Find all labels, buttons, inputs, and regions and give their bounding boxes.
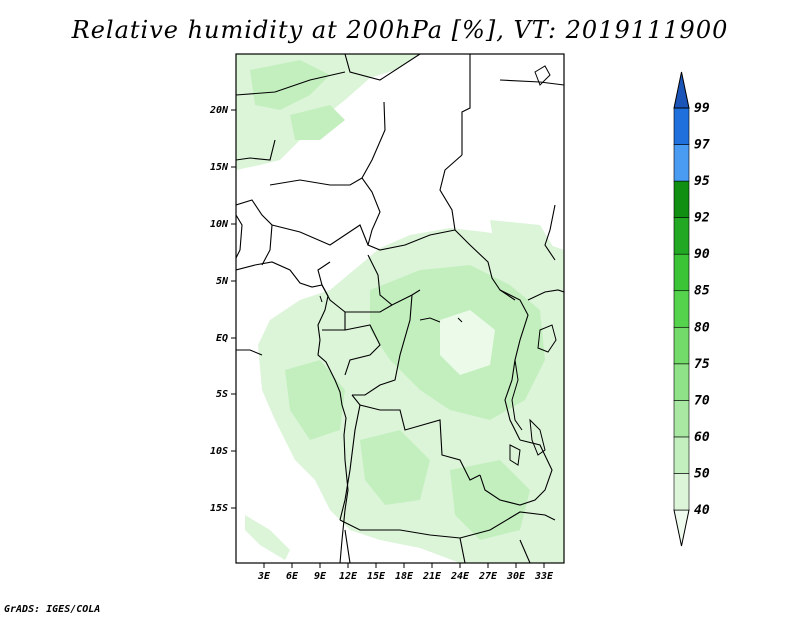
humidity-field [236,54,564,563]
cbar-label-80: 80 [694,320,710,335]
lon-ticks [263,563,545,568]
cbar-segment-above [673,71,690,109]
cbar-label-92: 92 [694,211,710,226]
lat-label-15n: 15N [210,162,229,173]
cbar-segment-6 [673,290,690,328]
lat-ticks [231,109,236,509]
lakes [319,65,557,466]
cbar-label-50: 50 [694,466,710,481]
lon-label-6e: 6E [286,571,299,582]
lat-label-5n: 5N [216,276,229,287]
lat-label-eq: EQ [216,333,228,344]
cbar-segment-11 [673,107,690,145]
cbar-segment-9 [673,180,690,218]
grads-credit: GrADS: IGES/COLA [4,604,101,615]
map-frame [235,53,565,564]
lon-label-9e: 9E [314,571,327,582]
lat-tick-labels: 20N 15N 10N 5N EQ 5S 10S 15S [209,105,229,514]
cbar-label-40: 40 [694,503,710,518]
cbar-label-70: 70 [694,393,710,408]
country-borders [236,54,564,563]
lon-label-30e: 30E [506,571,526,582]
colorbar-segments [673,71,690,547]
lon-label-3e: 3E [257,571,271,582]
cbar-label-90: 90 [694,247,710,262]
cbar-segment-1 [673,473,690,511]
lon-label-18e: 18E [395,571,414,582]
cbar-segment-3 [673,400,690,438]
cbar-label-99: 99 [694,101,710,116]
cbar-segment-8 [673,217,690,255]
cbar-segment-7 [673,253,690,292]
cbar-label-75: 75 [694,357,710,372]
lat-label-10n: 10N [210,219,229,230]
lon-label-12e: 12E [339,571,358,582]
lat-label-20n: 20N [209,105,229,116]
cbar-label-97: 97 [694,138,710,153]
cbar-label-95: 95 [694,174,710,189]
lon-tick-labels: 3E 6E 9E 12E 15E 18E 21E 24E 27E 30E 33E [257,571,554,582]
lon-label-27e: 27E [478,571,498,582]
cbar-label-60: 60 [694,430,710,445]
cbar-segment-5 [673,326,690,365]
coastlines [236,214,349,563]
lon-label-21e: 21E [422,571,442,582]
cbar-segment-4 [673,363,690,401]
lon-label-24e: 24E [450,571,470,582]
lat-label-15s: 15S [210,503,228,514]
cbar-segment-10 [673,144,690,182]
colorbar-labels: 40 50 60 70 75 80 85 90 92 95 97 99 [694,101,710,518]
cbar-segment-2 [673,436,690,474]
colorbar: 40 50 60 70 75 80 85 90 92 95 97 99 [673,71,710,547]
lon-label-15e: 15E [367,571,386,582]
map-title: Relative humidity at 200hPa [%], VT: 201… [71,16,729,44]
lat-label-10s: 10S [210,446,228,457]
lat-label-5s: 5S [216,389,228,400]
cbar-segment-below [673,509,690,547]
lon-label-33e: 33E [534,571,554,582]
cbar-label-85: 85 [694,284,710,299]
